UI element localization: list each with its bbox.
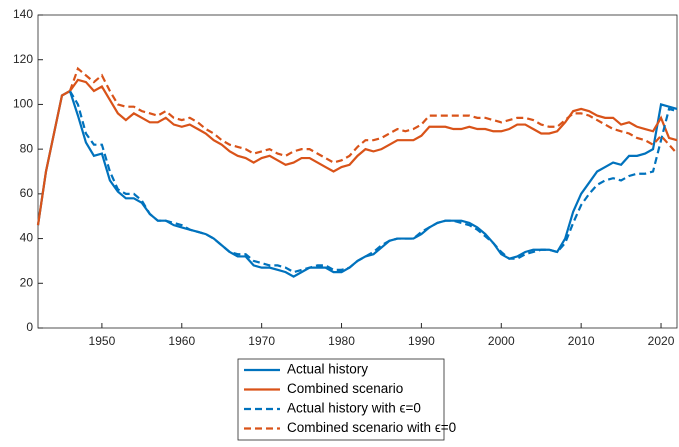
y-tick-label: 20 bbox=[20, 275, 34, 289]
x-tick-label: 2010 bbox=[568, 334, 595, 348]
legend-label: Combined scenario with ϵ=0 bbox=[287, 420, 456, 435]
y-tick-label: 80 bbox=[20, 141, 34, 155]
data-line bbox=[36, 78, 678, 226]
legend-box bbox=[237, 358, 445, 441]
x-tick-label: 2000 bbox=[488, 334, 515, 348]
x-tick-label: 1980 bbox=[328, 334, 355, 348]
data-line bbox=[36, 89, 678, 278]
legend-label: Actual history bbox=[287, 362, 368, 377]
y-tick-label: 140 bbox=[13, 7, 33, 21]
y-tick-label: 120 bbox=[13, 52, 33, 66]
legend-label: Combined scenario bbox=[287, 381, 403, 396]
data-line bbox=[68, 66, 678, 164]
data-line bbox=[69, 90, 678, 274]
x-tick-label: 1960 bbox=[168, 334, 195, 348]
x-tick-label: 1990 bbox=[408, 334, 435, 348]
plot-frame bbox=[37, 14, 678, 329]
x-tick-label: 1950 bbox=[89, 334, 116, 348]
x-tick-label: 1970 bbox=[248, 334, 275, 348]
y-tick-label: 100 bbox=[13, 97, 33, 111]
x-tick-label: 2020 bbox=[648, 334, 675, 348]
y-tick-label: 0 bbox=[26, 320, 33, 334]
y-tick-label: 40 bbox=[20, 231, 34, 245]
y-tick-label: 60 bbox=[20, 186, 34, 200]
legend-label: Actual history with ϵ=0 bbox=[287, 401, 421, 416]
